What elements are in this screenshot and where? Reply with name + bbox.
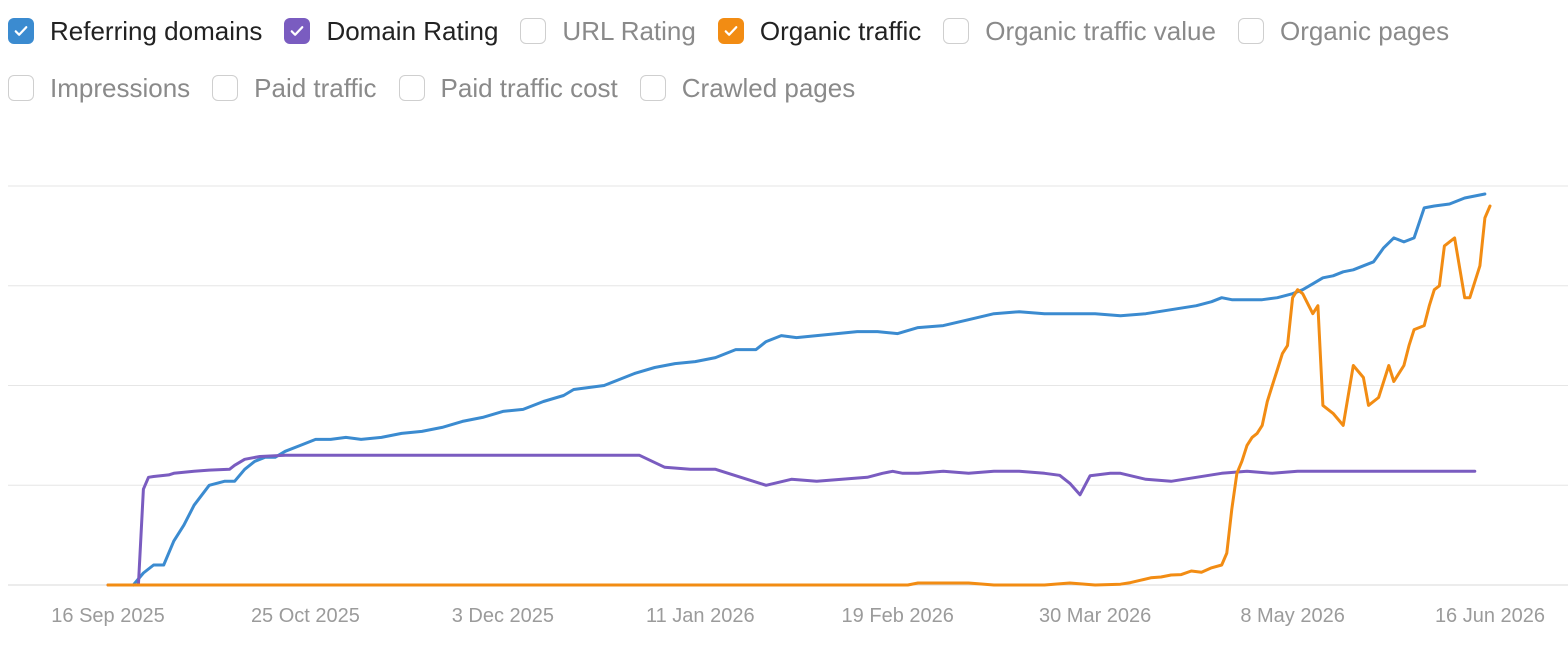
metric-toggles: Referring domains Domain Rating URL Rati… <box>8 14 1558 128</box>
toggle-domain-rating[interactable]: Domain Rating <box>284 16 498 47</box>
checkbox-icon[interactable] <box>943 18 970 44</box>
x-tick-label: 30 Mar 2026 <box>1039 605 1151 627</box>
checkbox-icon[interactable] <box>1237 18 1264 44</box>
series-line-domain-rating <box>106 453 1477 587</box>
x-tick-label: 16 Sep 2025 <box>51 605 164 627</box>
toggle-label: Paid traffic <box>254 72 377 103</box>
x-tick-label: 25 Oct 2025 <box>251 605 360 627</box>
toggle-label: URL Rating <box>562 15 696 46</box>
series-line-organic-traffic <box>106 204 1492 587</box>
toggle-label: Paid traffic cost <box>440 72 618 103</box>
toggle-referring-domains[interactable]: Referring domains <box>8 16 262 47</box>
toggle-paid-traffic-cost[interactable]: Paid traffic cost <box>398 72 618 104</box>
checkbox-icon[interactable] <box>717 18 744 44</box>
x-tick-label: 8 May 2026 <box>1240 605 1345 627</box>
toggle-paid-traffic[interactable]: Paid traffic <box>212 72 377 104</box>
x-tick-label: 3 Dec 2025 <box>452 605 554 627</box>
checkbox-icon[interactable] <box>398 75 425 101</box>
toggle-url-rating[interactable]: URL Rating <box>520 15 696 47</box>
toggle-label: Organic pages <box>1279 15 1450 46</box>
checkbox-icon[interactable] <box>8 18 34 44</box>
toggle-organic-traffic[interactable]: Organic traffic <box>717 15 922 47</box>
toggle-label: Organic traffic value <box>985 15 1216 46</box>
series-lines <box>106 192 1492 587</box>
checkbox-icon[interactable] <box>639 75 666 101</box>
x-tick-label: 11 Jan 2026 <box>646 605 755 627</box>
toggle-label: Organic traffic <box>759 15 922 46</box>
x-axis-tick-labels: 16 Sep 2025 25 Oct 2025 3 Dec 2025 11 Jan 2… <box>51 605 1545 627</box>
x-tick-label: 16 Jun 2026 <box>1435 605 1545 627</box>
toggle-label: Referring domains <box>50 15 263 46</box>
checkbox-icon[interactable] <box>212 75 239 101</box>
toggle-label: Impressions <box>50 72 191 103</box>
toggle-label: Domain Rating <box>326 15 499 46</box>
toggle-organic-traffic-value[interactable]: Organic traffic value <box>943 16 1216 47</box>
checkbox-icon[interactable] <box>520 18 547 44</box>
gridlines <box>8 185 1568 586</box>
metric-toggle-row-2: Impressions Paid traffic Paid traffic co… <box>8 71 1558 105</box>
series-line-referring-domains <box>131 192 1487 587</box>
metric-toggle-row-1: Referring domains Domain Rating URL Rati… <box>8 14 1558 48</box>
toggle-organic-pages[interactable]: Organic pages <box>1237 15 1450 47</box>
checkbox-icon[interactable] <box>8 75 34 101</box>
toggle-crawled-pages[interactable]: Crawled pages <box>639 72 856 104</box>
checkbox-icon[interactable] <box>284 18 311 44</box>
toggle-label: Crawled pages <box>681 72 856 103</box>
toggle-impressions[interactable]: Impressions <box>8 73 190 104</box>
x-tick-label: 19 Feb 2026 <box>842 605 954 627</box>
